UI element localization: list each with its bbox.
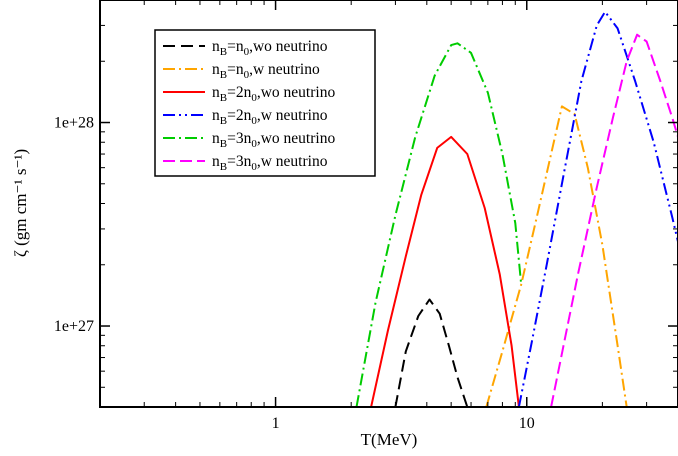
series-line-6 bbox=[550, 33, 678, 407]
legend-label: nB=n0,wo neutrino bbox=[212, 38, 328, 58]
legend-label: nB=n0,w neutrino bbox=[212, 61, 320, 81]
x-tick-label: 1 bbox=[272, 415, 280, 432]
series-line-1 bbox=[394, 298, 469, 407]
series-line-4 bbox=[517, 10, 678, 407]
y-axis-label: ζ (gm cm⁻¹ s⁻¹) bbox=[11, 149, 30, 257]
legend-box bbox=[154, 29, 376, 177]
y-tick-label: 1e+27 bbox=[54, 318, 94, 335]
axis-ticks: 1 10 1e+27 1e+28 bbox=[54, 0, 678, 432]
x-axis-label: T(MeV) bbox=[361, 430, 418, 449]
series-line-2 bbox=[485, 105, 628, 407]
legend-label: nB=2n0,wo neutrino bbox=[212, 84, 335, 104]
x-tick-label: 10 bbox=[519, 415, 535, 432]
legend-label: nB=3n0,wo neutrino bbox=[212, 130, 335, 150]
legend-label: nB=3n0,w neutrino bbox=[212, 153, 328, 173]
series-line-5 bbox=[355, 42, 523, 407]
y-tick-label: 1e+28 bbox=[54, 115, 94, 132]
series-line-3 bbox=[370, 135, 520, 407]
series-layer bbox=[355, 10, 678, 407]
legend-label: nB=2n0,w neutrino bbox=[212, 107, 328, 127]
legend: nB=n0,wo neutrino nB=n0,w neutrino nB=2n0,… bbox=[154, 29, 376, 177]
